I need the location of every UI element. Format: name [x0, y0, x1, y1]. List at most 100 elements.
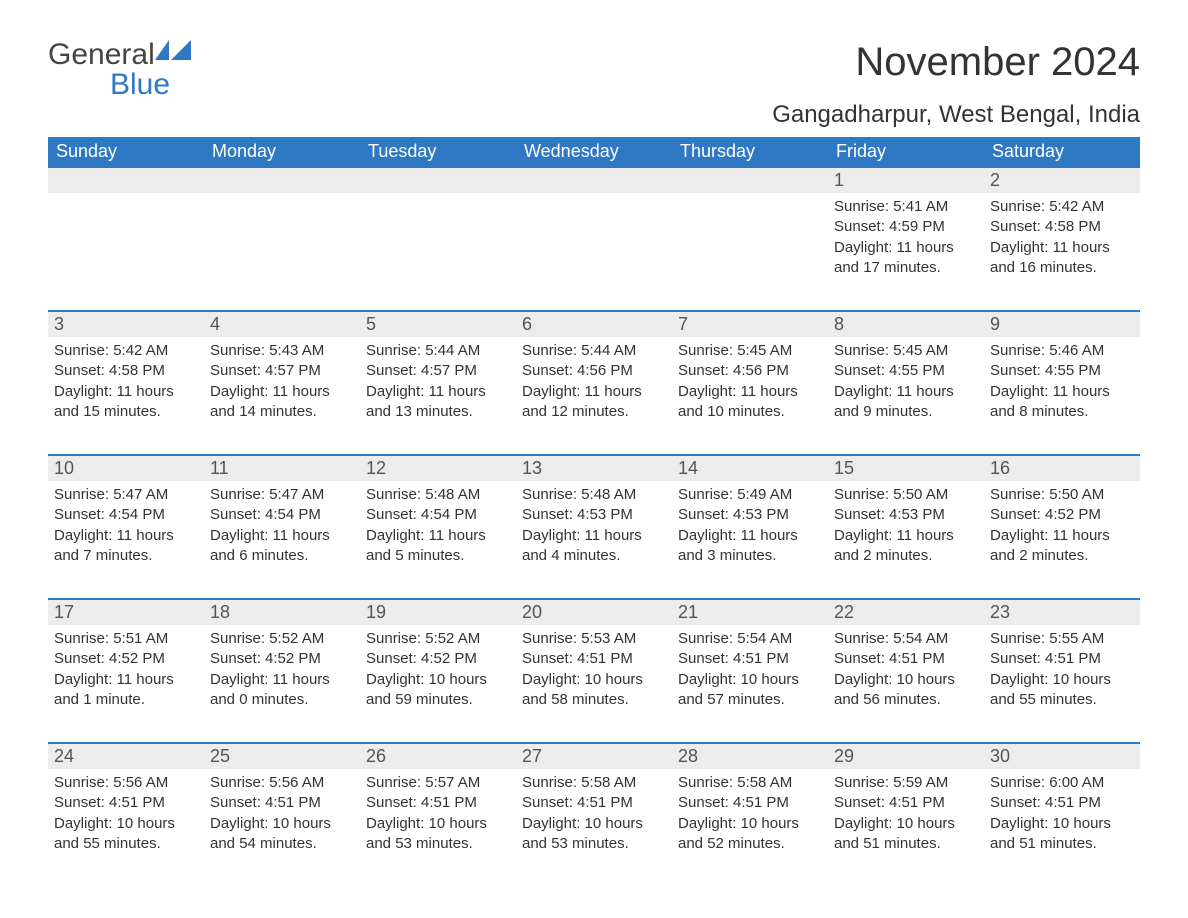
- empty-cell: [48, 167, 204, 193]
- sunset-line: Sunset: 4:51 PM: [522, 649, 666, 669]
- day-detail-cell: Sunrise: 5:50 AMSunset: 4:53 PMDaylight:…: [828, 481, 984, 581]
- sunset-line: Sunset: 4:55 PM: [990, 361, 1134, 381]
- day-detail-row: Sunrise: 5:42 AMSunset: 4:58 PMDaylight:…: [48, 337, 1140, 437]
- day-detail-cell: Sunrise: 5:52 AMSunset: 4:52 PMDaylight:…: [204, 625, 360, 725]
- daylight-line: Daylight: 11 hours and 4 minutes.: [522, 526, 666, 567]
- day-number-cell: 21: [672, 599, 828, 625]
- daylight-line: Daylight: 11 hours and 13 minutes.: [366, 382, 510, 423]
- sunset-line: Sunset: 4:52 PM: [210, 649, 354, 669]
- day-detail-cell: Sunrise: 5:55 AMSunset: 4:51 PMDaylight:…: [984, 625, 1140, 725]
- sunrise-line: Sunrise: 6:00 AM: [990, 773, 1134, 793]
- day-detail-cell: Sunrise: 5:47 AMSunset: 4:54 PMDaylight:…: [204, 481, 360, 581]
- sunset-line: Sunset: 4:57 PM: [366, 361, 510, 381]
- day-detail-cell: Sunrise: 5:44 AMSunset: 4:57 PMDaylight:…: [360, 337, 516, 437]
- brand-word-2: Blue: [110, 68, 170, 101]
- daylight-line: Daylight: 10 hours and 53 minutes.: [366, 814, 510, 855]
- sunrise-line: Sunrise: 5:56 AM: [54, 773, 198, 793]
- day-detail-cell: Sunrise: 5:48 AMSunset: 4:54 PMDaylight:…: [360, 481, 516, 581]
- sunrise-line: Sunrise: 5:45 AM: [678, 341, 822, 361]
- day-detail-row: Sunrise: 5:56 AM Sunset: 4:51 PM Daylight:…: [48, 769, 1140, 869]
- day-number-cell: 29: [828, 743, 984, 769]
- sunset-line: Sunset: 4:52 PM: [54, 649, 198, 669]
- daylight-line: Daylight: 10 hours and 57 minutes.: [678, 670, 822, 711]
- sunset-line: Sunset: 4:51 PM: [678, 793, 822, 813]
- day-number-row: 10111213141516: [48, 455, 1140, 481]
- sunrise-line: Sunrise: 5:46 AM: [990, 341, 1134, 361]
- day-number-cell: 30: [984, 743, 1140, 769]
- day-detail-cell: Sunrise: 5:54 AMSunset: 4:51 PMDaylight:…: [672, 625, 828, 725]
- sunrise-line: Sunrise: 5:52 AM: [210, 629, 354, 649]
- day-detail-cell: Sunrise: 5:50 AMSunset: 4:52 PMDaylight:…: [984, 481, 1140, 581]
- header: General Blue November 2024 Gangadharpur,…: [48, 40, 1140, 137]
- day-detail-cell: Sunrise: 5:54 AMSunset: 4:51 PMDaylight:…: [828, 625, 984, 725]
- day-number-cell: 1: [828, 167, 984, 193]
- empty-detail-cell: [48, 193, 204, 293]
- sunrise-line: Sunrise: 5:51 AM: [54, 629, 198, 649]
- day-number-cell: 20: [516, 599, 672, 625]
- day-detail-cell: Sunrise: 6:00 AMSunset: 4:51 PMDaylight:…: [984, 769, 1140, 869]
- sunrise-line: Sunrise: 5:41 AM: [834, 197, 978, 217]
- sunrise-line: Sunrise: 5:47 AM: [54, 485, 198, 505]
- day-number-row: 12: [48, 167, 1140, 193]
- sunset-line: Sunset: 4:52 PM: [366, 649, 510, 669]
- day-detail-cell: Sunrise: 5:42 AMSunset: 4:58 PMDaylight:…: [48, 337, 204, 437]
- daylight-line: Daylight: 10 hours and 53 minutes.: [522, 814, 666, 855]
- day-number-row: 17181920212223: [48, 599, 1140, 625]
- day-number-cell: 9: [984, 311, 1140, 337]
- sunset-line: Sunset: 4:57 PM: [210, 361, 354, 381]
- empty-detail-cell: [516, 193, 672, 293]
- week-spacer: [48, 725, 1140, 743]
- sunset-line: Sunset: 4:54 PM: [54, 505, 198, 525]
- empty-cell: [204, 167, 360, 193]
- day-detail-row: Sunrise: 5:47 AMSunset: 4:54 PMDaylight:…: [48, 481, 1140, 581]
- sunrise-line: Sunrise: 5:54 AM: [678, 629, 822, 649]
- sunrise-line: Sunrise: 5:47 AM: [210, 485, 354, 505]
- day-number-cell: 13: [516, 455, 672, 481]
- sunset-line: Sunset: 4:55 PM: [834, 361, 978, 381]
- sunrise-line: Sunrise: 5:43 AM: [210, 341, 354, 361]
- day-detail-row: Sunrise: 5:41 AMSunset: 4:59 PMDaylight:…: [48, 193, 1140, 293]
- day-number-cell: 19: [360, 599, 516, 625]
- day-detail-cell: Sunrise: 5:51 AMSunset: 4:52 PMDaylight:…: [48, 625, 204, 725]
- day-detail-cell: Sunrise: 5:56 AMSunset: 4:51 PMDaylight:…: [204, 769, 360, 869]
- sunrise-line: Sunrise: 5:54 AM: [834, 629, 978, 649]
- day-number-cell: 24: [48, 743, 204, 769]
- day-number-cell: 28: [672, 743, 828, 769]
- sunset-line: Sunset: 4:58 PM: [990, 217, 1134, 237]
- day-number-cell: 11: [204, 455, 360, 481]
- week-spacer: [48, 437, 1140, 455]
- daylight-line: Daylight: 11 hours and 14 minutes.: [210, 382, 354, 423]
- daylight-line: Daylight: 11 hours and 2 minutes.: [990, 526, 1134, 567]
- daylight-line: Daylight: 10 hours and 59 minutes.: [366, 670, 510, 711]
- day-detail-cell: Sunrise: 5:52 AMSunset: 4:52 PMDaylight:…: [360, 625, 516, 725]
- day-number-cell: 8: [828, 311, 984, 337]
- day-number-cell: 15: [828, 455, 984, 481]
- daylight-line: Daylight: 11 hours and 10 minutes.: [678, 382, 822, 423]
- weekday-header: Saturday: [984, 137, 1140, 167]
- sunrise-line: Sunrise: 5:50 AM: [834, 485, 978, 505]
- day-detail-cell: Sunrise: 5:45 AMSunset: 4:55 PMDaylight:…: [828, 337, 984, 437]
- brand-flag-icon: [155, 40, 191, 64]
- daylight-line: Daylight: 11 hours and 0 minutes.: [210, 670, 354, 711]
- sunset-line: Sunset: 4:59 PM: [834, 217, 978, 237]
- weekday-header: Friday: [828, 137, 984, 167]
- daylight-line: Daylight: 10 hours and 55 minutes.: [54, 814, 198, 855]
- week-spacer: [48, 581, 1140, 599]
- day-detail-cell: Sunrise: 5:41 AMSunset: 4:59 PMDaylight:…: [828, 193, 984, 293]
- sunrise-line: Sunrise: 5:42 AM: [990, 197, 1134, 217]
- sunset-line: Sunset: 4:52 PM: [990, 505, 1134, 525]
- day-number-cell: 5: [360, 311, 516, 337]
- daylight-line: Daylight: 11 hours and 1 minute.: [54, 670, 198, 711]
- daylight-line: Daylight: 11 hours and 16 minutes.: [990, 238, 1134, 279]
- day-number-cell: 14: [672, 455, 828, 481]
- sunrise-line: Sunrise: 5:45 AM: [834, 341, 978, 361]
- daylight-line: Daylight: 10 hours and 51 minutes.: [990, 814, 1134, 855]
- weekday-header: Monday: [204, 137, 360, 167]
- sunrise-line: Sunrise: 5:44 AM: [522, 341, 666, 361]
- daylight-line: Daylight: 11 hours and 12 minutes.: [522, 382, 666, 423]
- daylight-line: Daylight: 10 hours and 55 minutes.: [990, 670, 1134, 711]
- page-title: November 2024: [772, 40, 1140, 85]
- day-detail-cell: Sunrise: 5:56 AMSunset: 4:51 PMDaylight:…: [48, 769, 204, 869]
- sunset-line: Sunset: 4:51 PM: [678, 649, 822, 669]
- daylight-line: Daylight: 11 hours and 17 minutes.: [834, 238, 978, 279]
